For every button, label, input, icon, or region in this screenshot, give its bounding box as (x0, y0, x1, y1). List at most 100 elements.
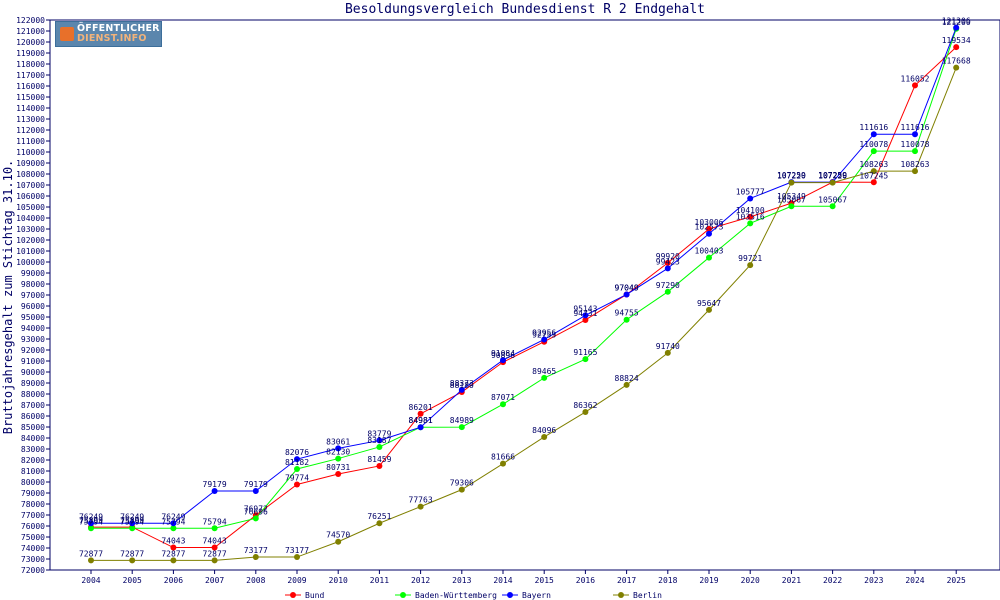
data-label-baden-w-rttemberg: 87071 (491, 393, 515, 402)
data-label-baden-w-rttemberg: 81182 (285, 458, 309, 467)
data-label-bayern: 121306 (942, 17, 971, 26)
data-label-bund: 75899 (79, 516, 103, 525)
data-label-bund: 86201 (409, 403, 433, 412)
data-label-bayern: 107259 (777, 171, 806, 180)
data-point-berlin (500, 460, 506, 467)
x-tick-label: 2019 (699, 576, 718, 585)
x-tick-label: 2012 (411, 576, 430, 585)
data-label-baden-w-rttemberg: 100403 (695, 247, 724, 256)
y-tick-label: 109000 (16, 159, 45, 168)
data-point-baden-w-rttemberg (582, 356, 589, 363)
data-point-berlin (252, 554, 259, 561)
data-point-bund (582, 316, 589, 323)
data-label-bayern: 83061 (326, 437, 350, 446)
data-label-berlin: 84096 (532, 426, 556, 435)
y-tick-label: 95000 (21, 313, 45, 322)
data-point-bund (664, 259, 671, 266)
data-label-bund: 116052 (901, 74, 930, 83)
data-label-bayern: 88373 (450, 379, 474, 388)
data-point-baden-w-rttemberg (747, 220, 754, 227)
data-point-bund (706, 225, 712, 232)
y-tick-label: 92000 (21, 346, 45, 355)
data-point-bayern (335, 445, 342, 452)
y-tick-label: 100000 (16, 258, 45, 267)
data-point-baden-w-rttemberg (88, 525, 94, 532)
logo: ÖFFENTLICHER DIENST.INFO (55, 21, 162, 47)
data-label-bayern: 95143 (573, 304, 597, 313)
data-label-bund: 107259 (818, 171, 847, 180)
legend-label-baden-w-rttemberg: Baden-Württemberg (415, 591, 497, 600)
data-point-baden-w-rttemberg (788, 203, 795, 210)
data-label-berlin: 79306 (450, 479, 474, 488)
data-point-berlin (129, 557, 136, 564)
y-tick-label: 97000 (21, 291, 45, 300)
y-tick-label: 118000 (16, 60, 45, 69)
data-point-berlin (747, 262, 754, 269)
data-label-baden-w-rttemberg: 105067 (777, 195, 806, 204)
series-layer (88, 24, 960, 564)
x-axis: 2004 2005 2006 2007 2008 2009 2010 2011 2012 2013… (81, 570, 966, 585)
data-point-berlin (953, 64, 960, 71)
y-axis: 72000 73000 74000 75000 76000 77000 78000 79000… (16, 16, 50, 575)
data-label-bayern: 99423 (656, 257, 680, 266)
data-label-bund: 97049 (615, 283, 639, 292)
series-line-bund (91, 46, 957, 549)
data-label-berlin: 107220 (818, 172, 847, 181)
y-tick-label: 106000 (16, 192, 45, 201)
data-label-bund: 79774 (285, 473, 309, 482)
y-tick-label: 122000 (16, 16, 45, 25)
data-label-bayern: 111616 (859, 123, 888, 132)
data-point-baden-w-rttemberg (706, 254, 712, 261)
data-point-baden-w-rttemberg (623, 316, 630, 323)
y-tick-label: 83000 (21, 445, 45, 454)
y-tick-label: 104000 (16, 214, 45, 223)
data-label-berlin: 72877 (120, 549, 144, 558)
y-tick-label: 94000 (21, 324, 45, 333)
y-tick-label: 110000 (16, 148, 45, 157)
legend: Bund Baden-Württemberg Bayern Berlin (285, 591, 662, 600)
data-point-berlin (170, 557, 177, 564)
y-tick-label: 77000 (21, 511, 45, 520)
data-label-bund: 90896 (491, 351, 515, 360)
data-label-baden-w-rttemberg: 82130 (326, 448, 350, 457)
data-point-berlin (788, 179, 795, 186)
data-label-bayern: 76249 (161, 512, 185, 521)
y-tick-label: 91000 (21, 357, 45, 366)
data-label-berlin: 99721 (738, 254, 762, 263)
data-point-berlin (664, 349, 671, 356)
data-label-baden-w-rttemberg: 84981 (409, 416, 433, 425)
y-tick-label: 108000 (16, 170, 45, 179)
data-point-berlin (458, 486, 465, 493)
data-point-berlin (706, 306, 712, 313)
data-label-bund: 119534 (942, 36, 971, 45)
x-tick-label: 2005 (123, 576, 142, 585)
data-point-bund (376, 462, 383, 469)
y-tick-label: 103000 (16, 225, 45, 234)
data-point-bayern (294, 456, 300, 463)
data-point-bayern (211, 488, 218, 495)
data-label-berlin: 76251 (367, 512, 391, 521)
y-tick-label: 116000 (16, 82, 45, 91)
data-point-baden-w-rttemberg (500, 401, 506, 408)
data-point-bund (211, 544, 218, 551)
data-point-bund (335, 470, 342, 477)
data-label-baden-w-rttemberg: 121200 (942, 18, 971, 27)
data-point-berlin (912, 168, 918, 175)
data-point-baden-w-rttemberg (211, 525, 218, 532)
data-point-bayern (170, 520, 177, 527)
x-tick-label: 2010 (329, 576, 348, 585)
y-tick-label: 75000 (21, 533, 45, 542)
y-tick-label: 84000 (21, 434, 45, 443)
data-point-bayern (664, 265, 671, 272)
logo-mark-icon (60, 27, 74, 41)
plot-frame (49, 19, 1000, 571)
data-label-bund: 94731 (573, 309, 597, 318)
data-label-bayern: 107259 (818, 171, 847, 180)
data-point-baden-w-rttemberg (335, 455, 342, 462)
y-tick-label: 113000 (16, 115, 45, 124)
data-point-bayern (252, 488, 259, 495)
data-label-baden-w-rttemberg: 76696 (244, 507, 268, 516)
data-point-bayern (376, 437, 383, 444)
data-label-bayern: 76249 (79, 512, 103, 521)
